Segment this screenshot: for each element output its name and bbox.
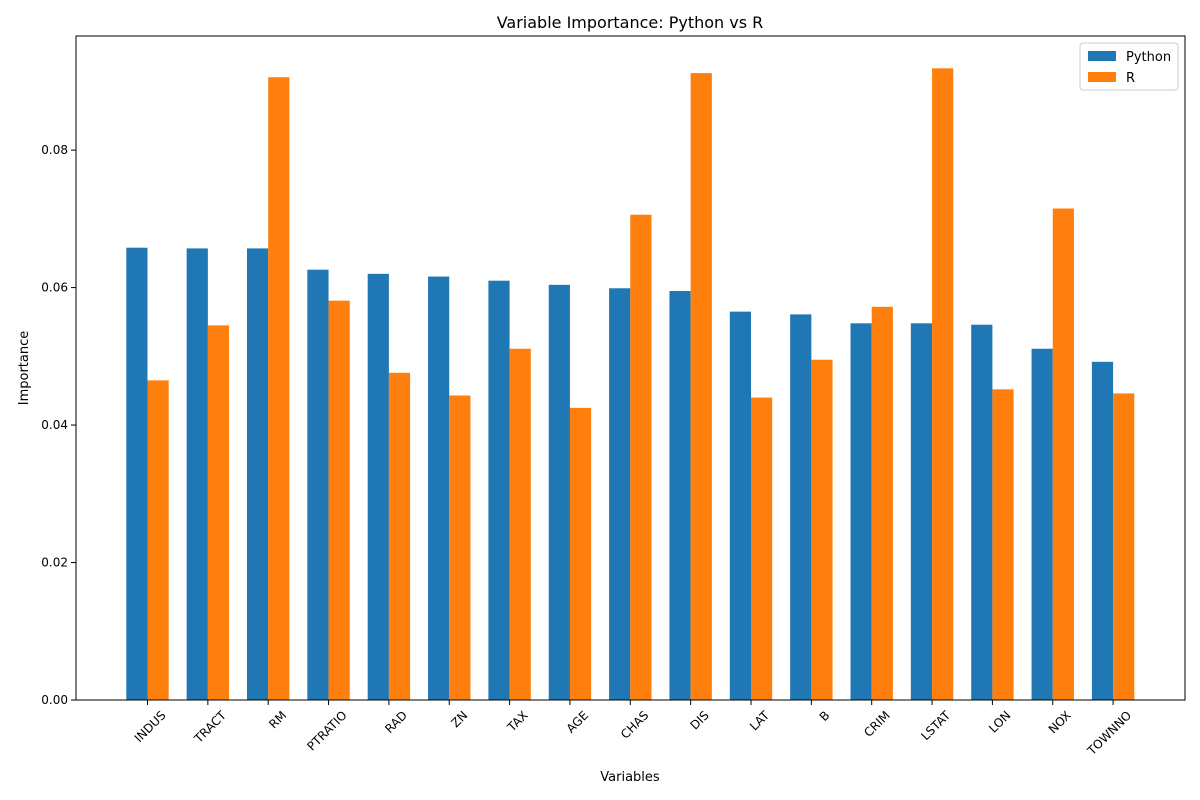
bar-r-age [569,407,592,700]
bar-r-lon [992,389,1014,700]
bar-python-tract [186,248,208,700]
legend-label-python: Python [1126,50,1171,65]
bar-r-rm [268,77,290,701]
bar-r-lat [751,397,773,700]
y-tick-label: 0.02 [41,556,68,570]
legend: Python R [1079,42,1179,91]
bar-r-ptratio [328,300,350,700]
bar-r-chas [630,214,652,700]
bar-r-crim [871,306,893,700]
bar-r-townno [1113,393,1135,700]
bar-r-lstat [932,68,954,700]
bar-python-tax [488,280,510,700]
bar-r-nox [1052,208,1074,700]
chart-title: Variable Importance: Python vs R [497,13,764,32]
bar-python-indus [126,247,148,700]
y-tick-label: 0.04 [41,418,68,432]
bar-r-indus [147,380,169,700]
bar-r-tax [509,348,531,700]
bar-r-zn [449,395,471,700]
bar-r-rad [388,372,411,700]
bar-python-townno [1091,361,1114,700]
x-axis-title: Variables [600,770,660,785]
bar-python-rad [367,273,389,700]
bar-python-chas [609,288,631,700]
bar-python-crim [850,323,872,700]
y-tick-label: 0.06 [41,281,68,295]
y-tick-label: 0.00 [41,693,68,707]
y-tick-label: 0.08 [41,143,68,157]
bar-python-dis [669,291,691,700]
bar-python-lon [971,324,993,700]
y-axis: 0.00 0.02 0.04 0.06 0.08 [41,143,76,707]
bar-r-b [811,359,833,700]
y-axis-title: Importance [17,331,32,406]
bar-python-b [790,314,812,700]
bar-python-lstat [910,323,933,700]
bar-python-lat [729,311,751,700]
bar-python-nox [1031,348,1053,700]
legend-swatch-r [1088,72,1116,82]
legend-swatch-python [1088,51,1116,61]
bar-r-tract [207,325,230,700]
bars-group [126,68,1135,701]
bar-python-age [548,284,570,700]
bar-r-dis [690,73,712,701]
bar-python-zn [428,276,450,700]
bar-python-rm [247,248,269,700]
bar-python-ptratio [307,269,329,700]
legend-label-r: R [1126,71,1135,86]
